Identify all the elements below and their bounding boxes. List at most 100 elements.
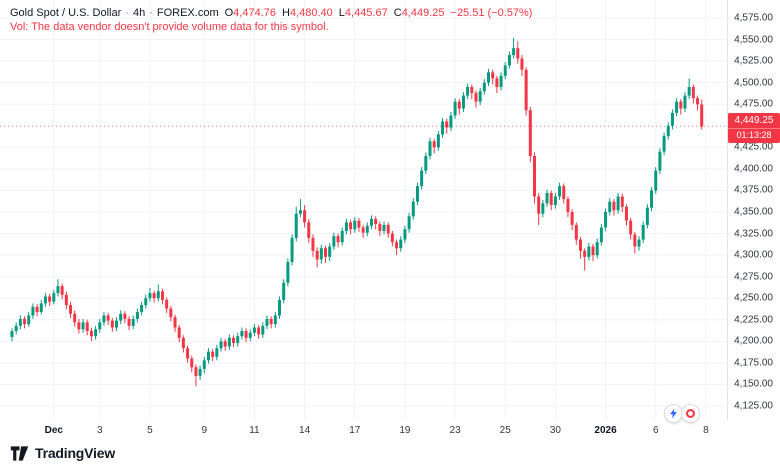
candle-body — [115, 320, 118, 328]
candle-body — [340, 230, 344, 243]
candle-body — [361, 227, 365, 233]
time-tick-label: 3 — [96, 425, 103, 436]
candle-body — [282, 282, 286, 300]
time-tick-label: 17 — [349, 425, 361, 436]
price-tick-label: 4,475.00 — [734, 98, 773, 110]
candle-body — [650, 190, 654, 208]
time-tick-label: 11 — [249, 425, 260, 436]
candle-body — [286, 262, 290, 283]
candle-body — [558, 186, 562, 197]
candle-body — [520, 58, 524, 70]
tradingview-attribution-link[interactable]: TradingView — [10, 441, 115, 465]
candle-body — [578, 239, 582, 251]
candle-body — [69, 305, 73, 314]
candle-body — [290, 237, 294, 263]
candle-body — [18, 318, 22, 326]
legend-separator: · — [149, 7, 153, 19]
candle-body — [533, 155, 536, 197]
price-tick-label: 4,575.00 — [734, 12, 773, 24]
candle-body — [48, 296, 52, 302]
hot-symbol-bubble-button[interactable] — [681, 404, 700, 423]
symbol-title[interactable]: Gold Spot / U.S. Dollar — [10, 7, 122, 19]
candle-body — [131, 318, 135, 326]
candle-body — [265, 318, 269, 326]
candle-body — [637, 239, 641, 247]
candle-body — [403, 229, 407, 240]
candle-body — [169, 308, 173, 318]
candle-body — [507, 55, 511, 66]
candle-body — [654, 170, 658, 191]
candle-body — [23, 318, 27, 325]
time-tick-label: 2026 — [594, 425, 617, 436]
candlestick-chart-canvas[interactable] — [0, 0, 780, 442]
ohlc-close: C4,449.25 — [393, 7, 445, 19]
candle-body — [156, 291, 160, 299]
candle-body — [541, 203, 545, 214]
candle-body — [64, 294, 68, 306]
time-tick-label: 9 — [201, 425, 208, 436]
candle-body — [658, 151, 662, 171]
candle-body — [700, 104, 704, 127]
candle-body — [186, 348, 190, 359]
price-tick-label: 4,375.00 — [734, 184, 773, 196]
interval-label[interactable]: 4h — [132, 7, 146, 19]
ohlc-high: H4,480.40 — [282, 7, 333, 19]
candle-body — [43, 296, 47, 304]
reaction-bubbles — [664, 404, 700, 423]
price-tick-label: 4,125.00 — [734, 400, 773, 412]
candle-body — [374, 218, 378, 225]
candle-body — [679, 101, 683, 109]
candle-body — [612, 201, 616, 211]
candle-body — [152, 293, 156, 299]
candle-body — [633, 234, 637, 247]
price-tick-label: 4,325.00 — [734, 228, 773, 240]
time-tick-label: 6 — [652, 425, 659, 436]
time-tick-label: 25 — [499, 425, 511, 436]
candle-body — [349, 222, 353, 230]
candle-body — [461, 95, 465, 109]
candle-body — [683, 95, 687, 109]
candle-body — [106, 315, 110, 321]
candle-body — [395, 242, 399, 249]
candle-body — [670, 112, 674, 126]
candle-body — [52, 293, 56, 302]
candle-body — [378, 224, 382, 231]
candle-body — [165, 299, 169, 309]
time-scale[interactable]: Dec 3 5 9 11 14 17 19 23 25 30 2026 6 8 — [0, 420, 780, 444]
candle-body — [198, 368, 202, 376]
candle-body — [252, 327, 256, 333]
candle-body — [436, 134, 440, 148]
candle-body — [691, 86, 695, 99]
volume-error-message: Vol: The data vendor doesn't provide vol… — [10, 21, 329, 33]
candle-body — [390, 233, 394, 243]
price-tick-label: 4,550.00 — [734, 34, 773, 46]
candle-body — [336, 236, 340, 243]
candle-body — [223, 341, 227, 347]
candle-body — [144, 298, 148, 306]
candle-body — [382, 224, 386, 231]
candle-body — [85, 322, 89, 331]
time-tick-label: 30 — [549, 425, 561, 436]
candle-body — [298, 210, 302, 214]
candle-body — [14, 325, 18, 331]
candle-body — [445, 121, 449, 128]
chart-legend: Gold Spot / U.S. Dollar · 4h · FOREX.com O4,4… — [10, 6, 532, 21]
candle-body — [244, 330, 248, 338]
price-tick-label: 4,350.00 — [734, 206, 773, 218]
candle-body — [553, 196, 557, 206]
candle-body — [645, 207, 649, 225]
price-scale[interactable]: 4,125.00 4,150.00 4,175.00 4,200.00 4,225.00… — [728, 0, 780, 420]
candle-body — [487, 72, 491, 83]
price-tick-label: 4,525.00 — [734, 55, 773, 67]
candle-body — [248, 332, 252, 338]
candle-body — [160, 291, 164, 300]
candle-body — [311, 237, 315, 251]
candle-body — [81, 322, 85, 330]
candle-body — [211, 351, 215, 357]
candle-body — [441, 121, 445, 135]
candle-body — [528, 110, 532, 156]
candle-body — [474, 93, 478, 102]
candle-body — [369, 218, 373, 226]
price-tick-label: 4,500.00 — [734, 77, 773, 89]
candle-body — [420, 170, 424, 187]
